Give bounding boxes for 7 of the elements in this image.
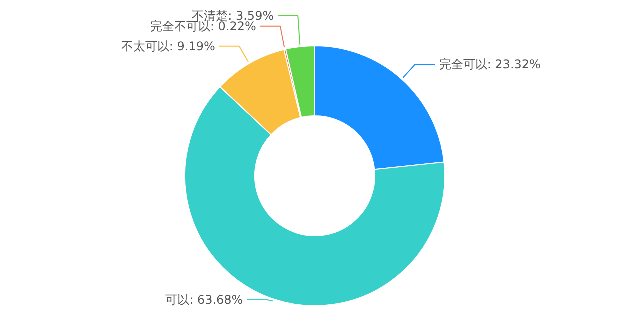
slice-label: 可以 <box>166 293 190 308</box>
slice-label: 不太可以 <box>121 40 170 54</box>
slice-label: 完全不可以 <box>150 20 210 34</box>
data-label: : 9.19% <box>169 40 216 54</box>
slice-label: 完全可以 <box>439 58 488 72</box>
data-label: : 23.32% <box>487 58 541 72</box>
data-label: : 63.68% <box>190 293 244 308</box>
